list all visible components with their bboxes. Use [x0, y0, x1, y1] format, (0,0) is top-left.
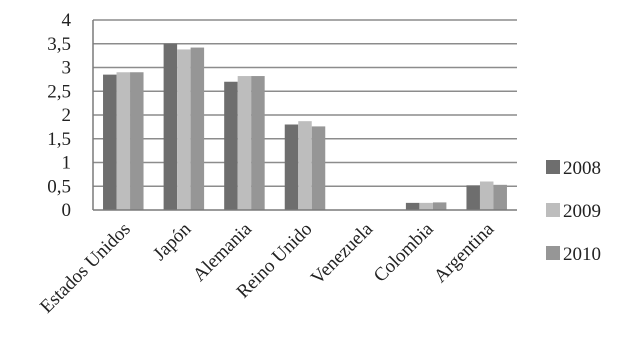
bar-2010 — [493, 184, 507, 210]
axes — [92, 20, 517, 211]
bar-2008 — [224, 81, 238, 210]
x-category-label: Colombia — [370, 218, 438, 286]
y-tick-label: 4 — [62, 10, 72, 31]
y-tick-labels: 0 0,51 1,5 2 2,53 3,5 4 — [47, 10, 71, 221]
x-category-label: Argentina — [430, 218, 499, 287]
bar-2009 — [116, 72, 131, 210]
bar-2008 — [103, 74, 117, 210]
bar-2009 — [298, 121, 312, 210]
y-tick-label: 1 — [62, 153, 72, 174]
bar-2008 — [466, 185, 480, 210]
legend-swatch-2009 — [546, 203, 560, 217]
bar-2009 — [177, 49, 191, 211]
legend-label-2010: 2010 — [563, 244, 601, 265]
y-tick-label: 1,5 — [47, 129, 71, 150]
bar-2010 — [251, 76, 265, 210]
y-tick-label: 0 — [62, 200, 72, 221]
legend-swatch-2008 — [546, 160, 560, 174]
bar-2010 — [130, 72, 144, 210]
legend-label-2009: 2009 — [563, 201, 601, 222]
bar-2010 — [190, 47, 205, 210]
bar-2010 — [311, 126, 326, 210]
bars-group — [103, 43, 507, 211]
y-tick-label: 2 — [62, 105, 72, 126]
y-tick-label: 0,5 — [47, 176, 71, 197]
bar-2009 — [419, 202, 433, 210]
x-category-label: Estados Unidos — [36, 219, 135, 318]
bar-2010 — [432, 202, 447, 210]
bar-2009 — [479, 181, 494, 210]
y-tick-label: 3,5 — [47, 34, 71, 55]
x-category-label: Venezuela — [307, 218, 377, 288]
bar-2008 — [284, 124, 299, 210]
y-tick-label: 2,5 — [47, 81, 71, 102]
bar-2008 — [405, 202, 420, 210]
legend-swatch-2010 — [546, 246, 560, 260]
bar-2009 — [237, 76, 252, 210]
x-category-label: Japón — [149, 218, 196, 265]
legend: 2008 2009 2010 — [546, 158, 601, 265]
legend-label-2008: 2008 — [563, 158, 601, 179]
bar-2008 — [163, 43, 178, 210]
y-tick-label: 3 — [62, 58, 72, 79]
